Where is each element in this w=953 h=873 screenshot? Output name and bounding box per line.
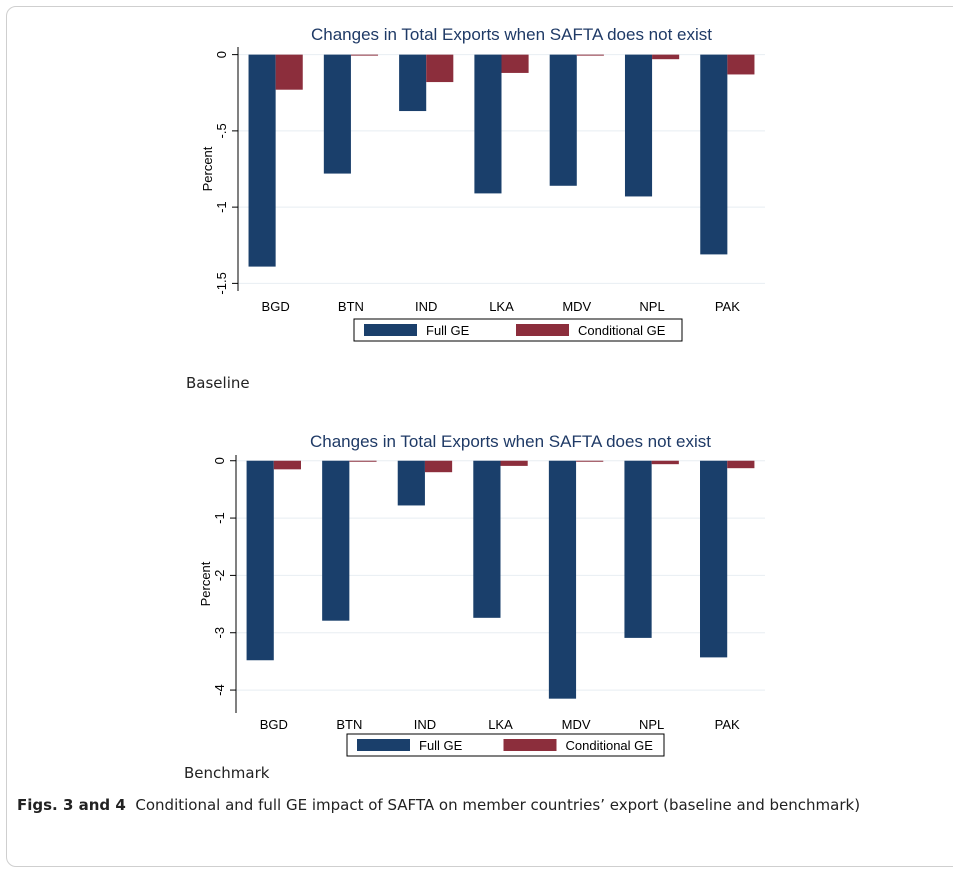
bar-conditional-ge-lka	[501, 54, 529, 73]
bar-full-ge-bgd	[246, 460, 274, 661]
x-tick-label: LKA	[488, 717, 513, 732]
y-tick-label: -4	[212, 684, 227, 696]
bar-full-ge-pak	[700, 460, 728, 658]
x-tick-label: PAK	[715, 299, 740, 314]
bar-full-ge-npl	[624, 460, 652, 638]
chart-title: Changes in Total Exports when SAFTA does…	[310, 432, 711, 451]
bar-full-ge-mdv	[549, 54, 577, 186]
legend-label: Full GE	[426, 323, 470, 338]
legend-swatch	[364, 324, 417, 336]
y-axis-label: Percent	[198, 561, 213, 606]
bar-conditional-ge-bgd	[273, 460, 301, 470]
y-tick-label: -1	[212, 512, 227, 524]
legend-label: Full GE	[419, 738, 463, 753]
legend-label: Conditional GE	[566, 738, 654, 753]
x-tick-label: NPL	[639, 717, 664, 732]
legend-swatch	[516, 324, 569, 336]
figure-caption: Figs. 3 and 4 Conditional and full GE im…	[17, 796, 860, 814]
x-tick-label: BGD	[262, 299, 290, 314]
bar-full-ge-ind	[397, 460, 425, 506]
chart-baseline: Changes in Total Exports when SAFTA does…	[200, 25, 765, 342]
y-tick-label: -.5	[214, 123, 229, 138]
bar-full-ge-pak	[700, 54, 728, 255]
x-tick-label: MDV	[562, 717, 591, 732]
x-tick-label: PAK	[715, 717, 740, 732]
bar-full-ge-npl	[624, 54, 653, 197]
figure-frame	[6, 6, 953, 867]
bar-conditional-ge-btn	[350, 54, 379, 56]
y-tick-label: 0	[212, 457, 227, 464]
x-tick-label: BGD	[260, 717, 288, 732]
x-tick-label: IND	[414, 717, 436, 732]
x-tick-label: BTN	[338, 299, 364, 314]
bar-conditional-ge-mdv	[576, 54, 604, 56]
legend-label: Conditional GE	[578, 323, 666, 338]
bar-conditional-ge-ind	[426, 54, 454, 83]
bar-conditional-ge-npl	[652, 54, 680, 60]
bar-conditional-ge-btn	[349, 460, 377, 462]
bar-conditional-ge-bgd	[275, 54, 303, 90]
x-tick-label: NPL	[639, 299, 664, 314]
y-tick-label: 0	[214, 51, 229, 58]
bar-full-ge-btn	[322, 460, 350, 621]
caption-label: Figs. 3 and 4	[17, 796, 126, 814]
y-tick-label: -2	[212, 570, 227, 582]
bar-full-ge-lka	[474, 54, 502, 194]
benchmark-label: Benchmark	[184, 764, 270, 782]
bar-conditional-ge-npl	[651, 460, 679, 465]
y-axis-label: Percent	[200, 146, 215, 191]
chart-title: Changes in Total Exports when SAFTA does…	[311, 25, 712, 44]
x-tick-label: BTN	[336, 717, 362, 732]
bar-conditional-ge-pak	[727, 54, 755, 75]
y-tick-label: -1.5	[214, 272, 229, 294]
bar-full-ge-ind	[399, 54, 427, 112]
bar-conditional-ge-pak	[727, 460, 755, 469]
y-tick-label: -3	[212, 627, 227, 639]
bar-full-ge-lka	[473, 460, 501, 618]
baseline-label: Baseline	[186, 374, 250, 392]
x-tick-label: IND	[415, 299, 437, 314]
x-tick-label: LKA	[489, 299, 514, 314]
caption-text: Conditional and full GE impact of SAFTA …	[135, 796, 861, 814]
bar-full-ge-bgd	[248, 54, 276, 267]
bar-full-ge-mdv	[548, 460, 577, 699]
bar-conditional-ge-mdv	[576, 460, 604, 462]
bar-conditional-ge-lka	[500, 460, 528, 466]
bar-conditional-ge-ind	[424, 460, 453, 473]
y-tick-label: -1	[214, 201, 229, 213]
legend-swatch	[503, 739, 557, 751]
legend-swatch	[357, 739, 410, 751]
x-tick-label: MDV	[562, 299, 591, 314]
bar-full-ge-btn	[323, 54, 351, 174]
